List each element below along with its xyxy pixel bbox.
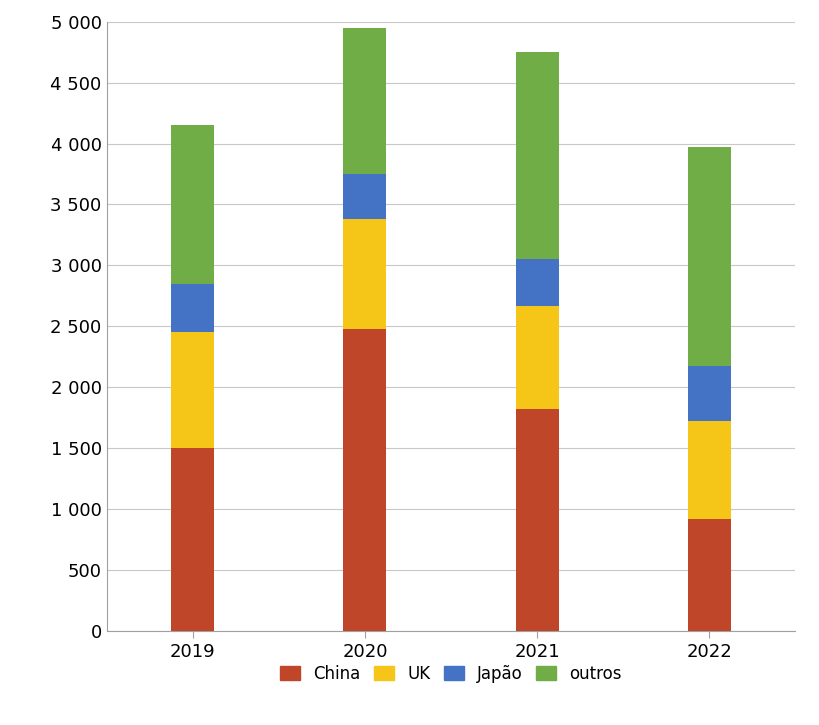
- Bar: [687, 366, 730, 421]
- Bar: [171, 448, 214, 631]
- Bar: [171, 283, 214, 332]
- Bar: [171, 125, 214, 283]
- Bar: [687, 518, 730, 631]
- Bar: [171, 332, 214, 448]
- Bar: [687, 147, 730, 366]
- Bar: [515, 305, 558, 409]
- Bar: [343, 219, 386, 328]
- Bar: [343, 328, 386, 631]
- Bar: [343, 28, 386, 174]
- Bar: [687, 421, 730, 518]
- Bar: [343, 174, 386, 219]
- Bar: [515, 260, 558, 305]
- Bar: [515, 409, 558, 631]
- Bar: [515, 52, 558, 260]
- Legend: China, UK, Japão, outros: China, UK, Japão, outros: [273, 658, 628, 689]
